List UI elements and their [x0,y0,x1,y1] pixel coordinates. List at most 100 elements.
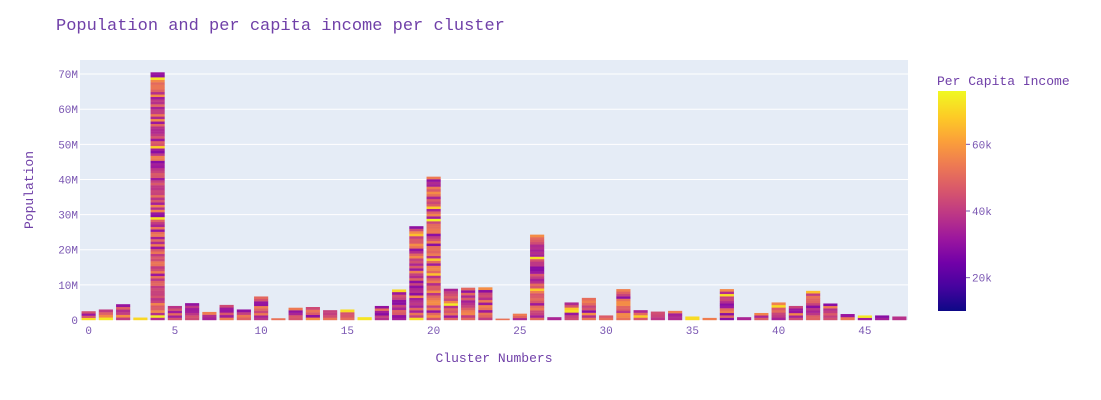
y-tick-label: 60M [58,105,78,117]
bar-segment [564,304,579,308]
bar-segment [616,310,631,314]
bar-segment [150,121,165,124]
x-tick-label: 10 [255,326,268,338]
bar-segment [150,118,165,122]
bar-segment [443,288,458,292]
bar-segment [754,315,769,318]
bar-segment [392,289,407,293]
bar-segment [409,287,424,291]
bar [806,290,821,321]
bar-segment [374,317,389,321]
x-tick-label: 40 [772,326,785,338]
bar-segment [185,305,200,309]
bar-segment [426,181,441,185]
bar-segment [840,314,855,318]
bar-segment [150,231,165,235]
bar-segment [254,301,269,304]
bar-segment [530,239,545,243]
bar [547,317,562,321]
bar-segment [530,246,545,250]
bar-segment [616,315,631,318]
bar-segment [426,179,441,182]
bar-segment [288,315,303,318]
bar-segment [443,307,458,311]
bar-segment [564,312,579,316]
bar-segment [719,291,734,295]
bar-segment [823,317,838,321]
bar-segment [530,312,545,316]
bar-segment [150,253,165,257]
bar-segment [219,309,234,313]
bar-segment [254,296,269,300]
bar [650,311,665,321]
bar-segment [150,214,165,218]
bar-segment [150,160,165,164]
bar-segment [219,314,234,318]
plot-area [80,60,908,320]
bar-segment [668,313,683,316]
bar-segment [150,283,165,286]
bar-segment [426,280,441,284]
bar [426,176,441,321]
bar-segment [150,145,165,149]
bar-segment [806,300,821,304]
bar-segment [81,313,96,316]
bar-segment [409,228,424,232]
bar-segment [150,202,165,205]
bar-segment [150,312,165,316]
bar-segment [150,77,165,80]
bar-segment [409,300,424,303]
bar-segment [150,106,165,110]
bar-segment [150,91,165,95]
bar-segment [478,317,493,321]
bar [150,72,165,321]
bar-segment [530,256,545,260]
bar-segment [323,312,338,316]
bar-segment [823,308,838,311]
x-tick-label: 45 [858,326,871,338]
bar-segment [150,256,165,259]
bar-segment [323,315,338,318]
bar-segment [426,295,441,298]
bar-segment [806,293,821,296]
bar-segment [150,207,165,210]
bar-segment [616,300,631,304]
bar-segment [392,304,407,308]
bar-segment [150,104,165,107]
y-tick-label: 40M [58,175,78,187]
bar-segment [426,273,441,276]
bar-segment [150,307,165,311]
bar-segment [530,302,545,306]
bar-segment [167,317,182,321]
bar-segment [616,291,631,295]
bar-segment [443,312,458,316]
bar-segment [409,258,424,261]
bar-segment [409,282,424,286]
bar-segment [461,292,476,296]
bar-segment [426,238,441,242]
bar-segment [409,280,424,284]
bar-segment [823,303,838,307]
bar-segment [616,308,631,311]
bar-segment [875,317,890,321]
bar-segment [426,258,441,261]
bar-segment [581,310,596,313]
bar-segment [719,315,734,318]
bar-segment [150,143,165,147]
bar-segment [633,310,648,313]
bar-segment [374,315,389,318]
bar-segment [167,308,182,311]
bar [875,315,890,321]
bar-segment [823,305,838,309]
bar-segment [478,289,493,293]
bar-segment [564,317,579,321]
bar-segment [150,315,165,318]
bar-segment [150,172,165,176]
bar-segment [392,307,407,311]
colorbar-ticks: 20k 40k 60k [966,140,992,286]
bar-segment [426,307,441,311]
bar-segment [426,228,441,232]
bar [788,305,803,321]
bar-segment [254,315,269,318]
bar-segment [426,198,441,202]
